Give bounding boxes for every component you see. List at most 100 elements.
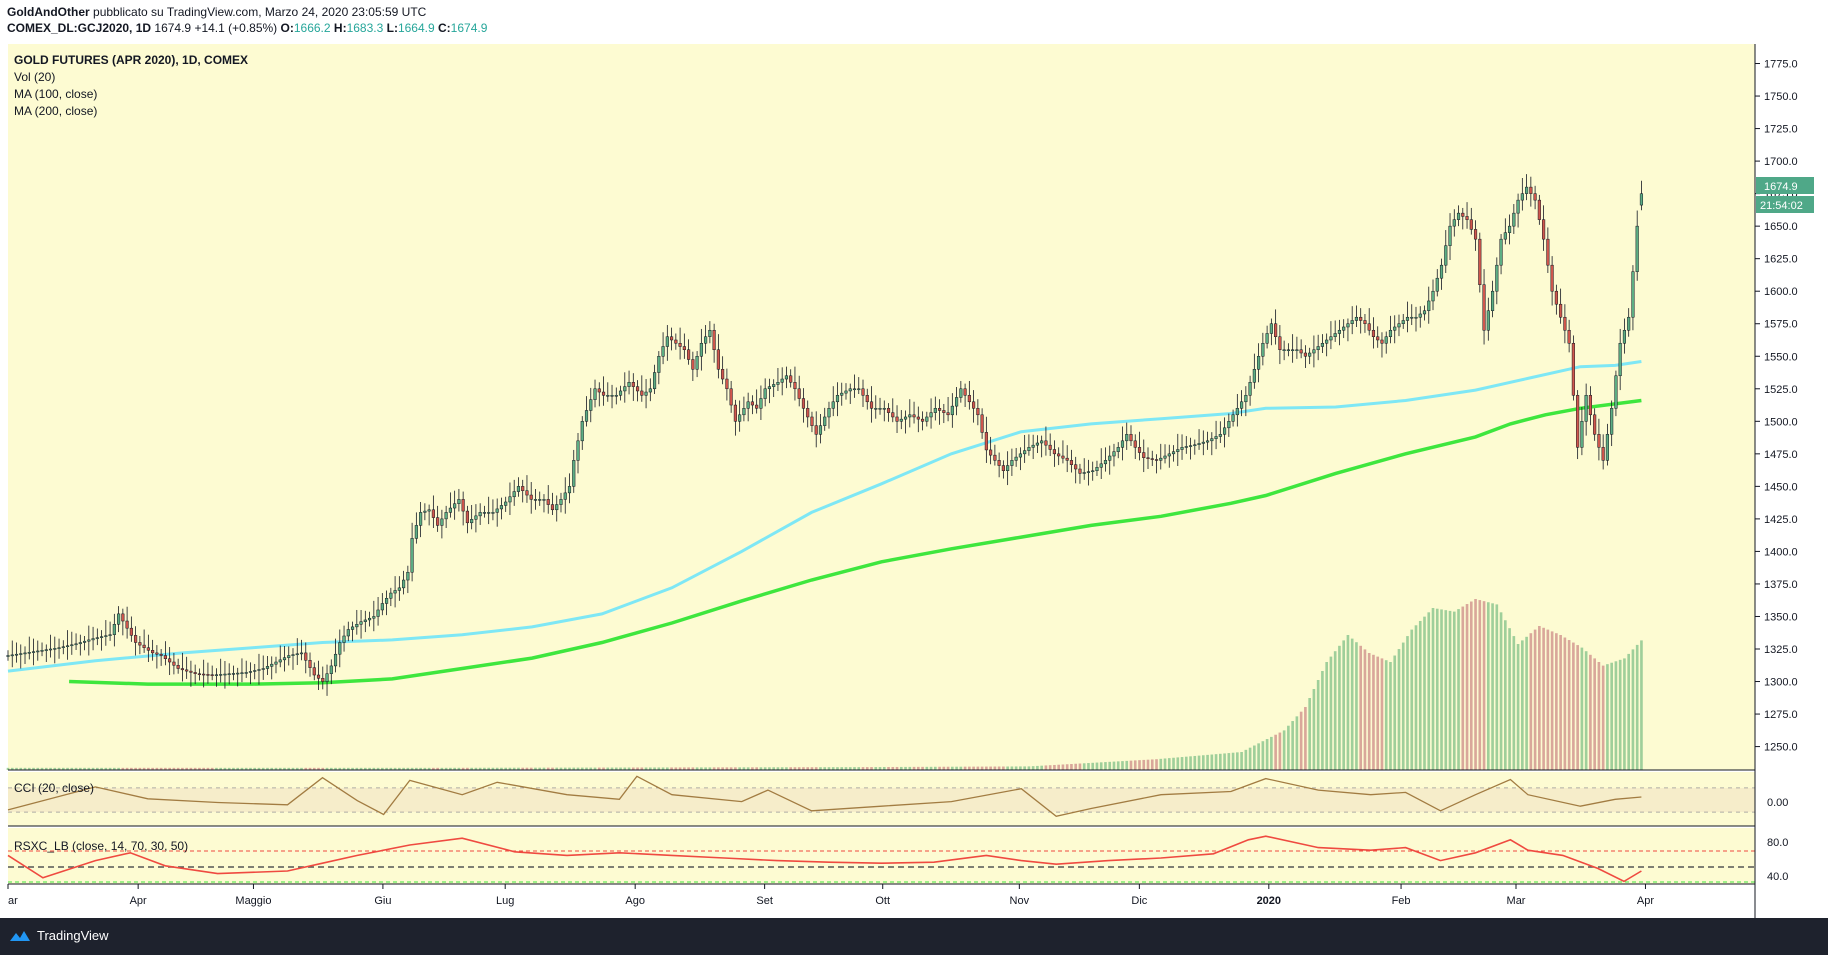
y-tick-label: 1350.0	[1764, 611, 1798, 623]
volume-bar	[619, 767, 622, 770]
volume-bar	[1601, 665, 1605, 770]
symbol-label[interactable]: COMEX_DL:GCJ2020, 1D	[7, 21, 152, 35]
labels: GOLD FUTURES (APR 2020), 1D, COMEX Vol (…	[14, 53, 1814, 883]
volume-bar	[1474, 599, 1477, 770]
candle-body	[265, 666, 270, 669]
candle-body	[827, 408, 831, 418]
volume-bar	[15, 767, 18, 770]
volume-bar	[997, 766, 1001, 770]
volume-bar	[1597, 662, 1601, 770]
candle-body	[1082, 472, 1086, 474]
candle-body	[661, 346, 665, 357]
candle-body	[82, 640, 87, 643]
candle-body	[1240, 401, 1244, 409]
volume-bar	[1010, 766, 1014, 770]
x-tick-label: Lug	[496, 895, 514, 907]
candle-body	[1367, 323, 1371, 331]
candle-body	[563, 492, 567, 500]
candle-body	[125, 620, 129, 629]
volume-bar	[257, 767, 261, 770]
volume-bar	[1023, 766, 1026, 770]
volume-bar	[1295, 716, 1299, 770]
candle-body	[601, 391, 606, 396]
candle-body	[100, 636, 104, 638]
volume-bar	[1044, 765, 1048, 770]
candle-body	[725, 378, 729, 390]
volume-bar	[1282, 730, 1286, 770]
volume-bar	[164, 767, 167, 770]
volume-bar	[385, 767, 388, 770]
volume-bar	[432, 767, 435, 770]
volume-bar	[1640, 640, 1643, 770]
candle-body	[197, 673, 201, 675]
volume-bar	[40, 767, 44, 770]
volume-bar	[1559, 635, 1562, 770]
candle-body	[393, 590, 397, 594]
volume-bar	[449, 767, 452, 770]
volume-bar	[729, 767, 733, 770]
candle-body	[1444, 245, 1448, 266]
volume-bar	[946, 766, 950, 770]
author-name[interactable]: GoldAndOther	[7, 5, 90, 19]
volume-bar	[32, 767, 35, 770]
volume-bar	[495, 767, 499, 770]
tradingview-logo[interactable]: TradingView	[9, 928, 109, 943]
candle-body	[74, 643, 78, 646]
tradingview-icon	[10, 930, 30, 941]
candle-body	[299, 652, 304, 655]
chart-header: GoldAndOther pubblicato su TradingView.c…	[0, 0, 1828, 44]
ohlc-line: COMEX_DL:GCJ2020, 1D 1674.9 +14.1 (+0.85…	[7, 21, 487, 35]
candle-body	[704, 336, 708, 344]
volume-bar	[1367, 653, 1371, 770]
volume-bar	[904, 766, 907, 770]
volume-bar	[1538, 626, 1541, 770]
candle-body	[1163, 455, 1167, 459]
candle-body	[1176, 449, 1180, 452]
volume-bar	[1287, 725, 1290, 770]
candle-body	[1473, 229, 1478, 240]
volume-bar	[1533, 629, 1537, 770]
volume-bar	[1469, 601, 1473, 770]
volume-bar	[61, 767, 65, 770]
volume-bar	[334, 767, 337, 770]
volume-bar	[963, 766, 967, 770]
volume-bar	[1478, 600, 1482, 770]
candle-body	[295, 653, 299, 656]
candle-body	[410, 538, 414, 573]
volume-bar	[827, 767, 831, 770]
volume-bar	[525, 767, 529, 770]
candle-body	[1010, 460, 1014, 466]
volume-bar	[610, 767, 614, 770]
volume-bar	[980, 766, 984, 770]
volume-bar	[1618, 659, 1622, 770]
volume-bar	[6, 767, 10, 770]
candle-body	[108, 634, 112, 636]
y-tick-label: 1650.0	[1764, 221, 1798, 233]
volume-bar	[1210, 754, 1214, 770]
volume-bar	[1197, 755, 1201, 770]
candle-body	[593, 388, 597, 400]
candle-body	[806, 408, 810, 418]
volume-bar	[874, 767, 878, 770]
volume-bar	[776, 767, 780, 770]
candle-body	[40, 650, 44, 652]
volume-bar	[274, 767, 278, 770]
candle-body	[1427, 300, 1431, 311]
candle-body	[1610, 408, 1614, 435]
volume-bar	[759, 767, 763, 770]
candle-body	[878, 408, 882, 410]
candle-body	[1546, 238, 1550, 266]
candle-body	[512, 491, 516, 498]
volume-bar	[738, 767, 741, 770]
candle-body	[1597, 434, 1601, 448]
legend-vol: Vol (20)	[14, 70, 55, 84]
candle-body	[231, 673, 236, 675]
candle-body	[1044, 440, 1048, 446]
volume-bar	[1461, 606, 1465, 770]
volume-bar	[283, 767, 286, 770]
volume-bar	[1440, 609, 1443, 770]
candle-body	[801, 398, 806, 409]
volume-bar	[300, 767, 303, 770]
volume-bar	[1206, 754, 1209, 770]
